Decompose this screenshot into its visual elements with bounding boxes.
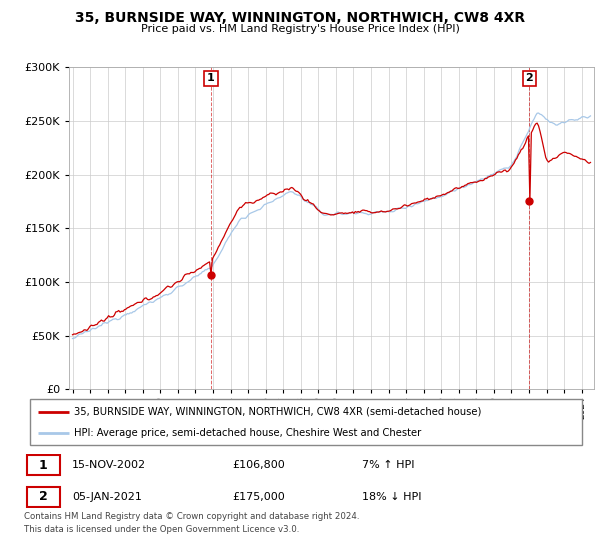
Text: HPI: Average price, semi-detached house, Cheshire West and Chester: HPI: Average price, semi-detached house,… bbox=[74, 428, 421, 438]
Text: 2: 2 bbox=[39, 490, 47, 503]
Text: 1: 1 bbox=[39, 459, 47, 472]
Text: 35, BURNSIDE WAY, WINNINGTON, NORTHWICH, CW8 4XR (semi-detached house): 35, BURNSIDE WAY, WINNINGTON, NORTHWICH,… bbox=[74, 407, 482, 417]
Text: 18% ↓ HPI: 18% ↓ HPI bbox=[362, 492, 422, 502]
Text: 1: 1 bbox=[207, 73, 215, 83]
Text: Price paid vs. HM Land Registry's House Price Index (HPI): Price paid vs. HM Land Registry's House … bbox=[140, 24, 460, 34]
Text: 05-JAN-2021: 05-JAN-2021 bbox=[72, 492, 142, 502]
FancyBboxPatch shape bbox=[27, 487, 59, 507]
Text: 7% ↑ HPI: 7% ↑ HPI bbox=[362, 460, 415, 470]
Text: £175,000: £175,000 bbox=[233, 492, 286, 502]
Text: Contains HM Land Registry data © Crown copyright and database right 2024.: Contains HM Land Registry data © Crown c… bbox=[24, 512, 359, 521]
Text: £106,800: £106,800 bbox=[233, 460, 286, 470]
Text: 35, BURNSIDE WAY, WINNINGTON, NORTHWICH, CW8 4XR: 35, BURNSIDE WAY, WINNINGTON, NORTHWICH,… bbox=[75, 11, 525, 25]
Text: 2: 2 bbox=[526, 73, 533, 83]
Text: 15-NOV-2002: 15-NOV-2002 bbox=[72, 460, 146, 470]
Text: This data is licensed under the Open Government Licence v3.0.: This data is licensed under the Open Gov… bbox=[24, 525, 299, 534]
FancyBboxPatch shape bbox=[27, 455, 59, 475]
FancyBboxPatch shape bbox=[30, 399, 582, 445]
